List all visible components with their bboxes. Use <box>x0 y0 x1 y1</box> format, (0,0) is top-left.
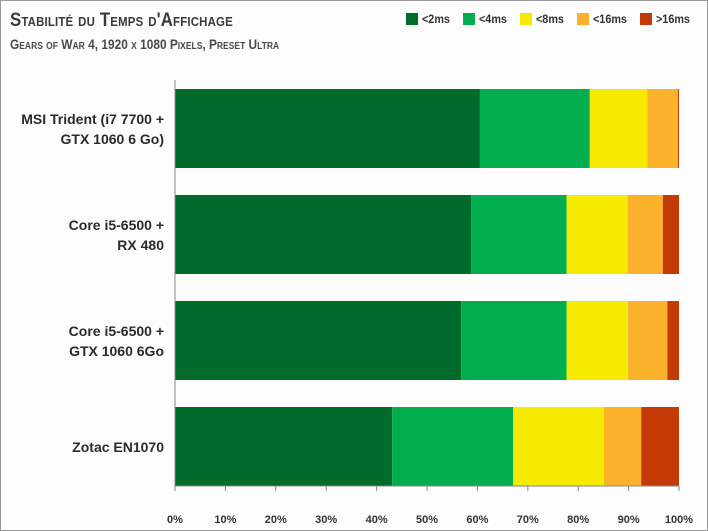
legend-item: >16ms <box>640 12 694 26</box>
legend-swatch <box>462 13 475 25</box>
bar-segment <box>628 301 668 380</box>
chart-legend: <2ms <4ms <8ms <16ms >16ms <box>405 12 695 26</box>
x-tick-label: 40% <box>366 514 388 526</box>
bar-segment <box>662 195 679 274</box>
legend-item: <16ms <box>576 12 631 26</box>
legend-label: <4ms <box>478 12 507 26</box>
category-label: Core i5-6500 + GTX 1060 6Go <box>68 322 164 359</box>
bar-segment <box>461 301 567 380</box>
legend-label: >16ms <box>656 12 691 26</box>
legend-item: <4ms <box>462 12 510 26</box>
bar-segment <box>603 407 642 486</box>
chart-title: Stabilité du Temps d'Affichage <box>10 10 233 31</box>
x-tick-label: 80% <box>567 514 589 526</box>
legend-swatch <box>576 13 589 25</box>
bar-segment <box>589 89 648 168</box>
bar-segment <box>641 407 679 486</box>
legend-swatch <box>405 13 418 25</box>
bar-segment <box>566 301 629 380</box>
legend-swatch <box>640 13 653 25</box>
category-label: Core i5-6500 + RX 480 <box>68 216 164 253</box>
legend-item: <2ms <box>405 12 453 26</box>
bar-segment <box>175 195 472 274</box>
x-tick-label: 10% <box>214 514 236 526</box>
legend-label: <2ms <box>421 12 450 26</box>
x-tick-label: 60% <box>466 514 488 526</box>
category-label: Zotac EN1070 <box>72 438 164 455</box>
bar-segment <box>175 89 480 168</box>
x-tick-label: 50% <box>416 514 438 526</box>
bar-segment <box>513 407 604 486</box>
legend-label: <16ms <box>592 12 627 26</box>
bar-segment <box>677 89 679 168</box>
x-tick-label: 70% <box>517 514 539 526</box>
x-tick-label: 30% <box>315 514 337 526</box>
chart-subtitle: Gears of War 4, 1920 x 1080 Pixels, Pres… <box>10 36 280 52</box>
bar-segment <box>627 195 663 274</box>
bar-segment <box>479 89 590 168</box>
bar-segment <box>647 89 678 168</box>
bar-segment <box>471 195 567 274</box>
bar-segment <box>392 407 514 486</box>
legend-swatch <box>519 13 532 25</box>
legend-item: <8ms <box>519 12 567 26</box>
x-tick-label: 0% <box>167 514 183 526</box>
x-tick-label: 100% <box>665 514 693 526</box>
legend-label: <8ms <box>535 12 564 26</box>
category-label: MSI Trident (i7 7700 + GTX 1060 6 Go) <box>21 110 164 147</box>
bar-segment <box>667 301 679 380</box>
bar-segment <box>175 301 462 380</box>
bar-segment <box>566 195 628 274</box>
bar-segment <box>175 407 393 486</box>
x-tick-label: 20% <box>265 514 287 526</box>
x-tick-label: 90% <box>618 514 640 526</box>
